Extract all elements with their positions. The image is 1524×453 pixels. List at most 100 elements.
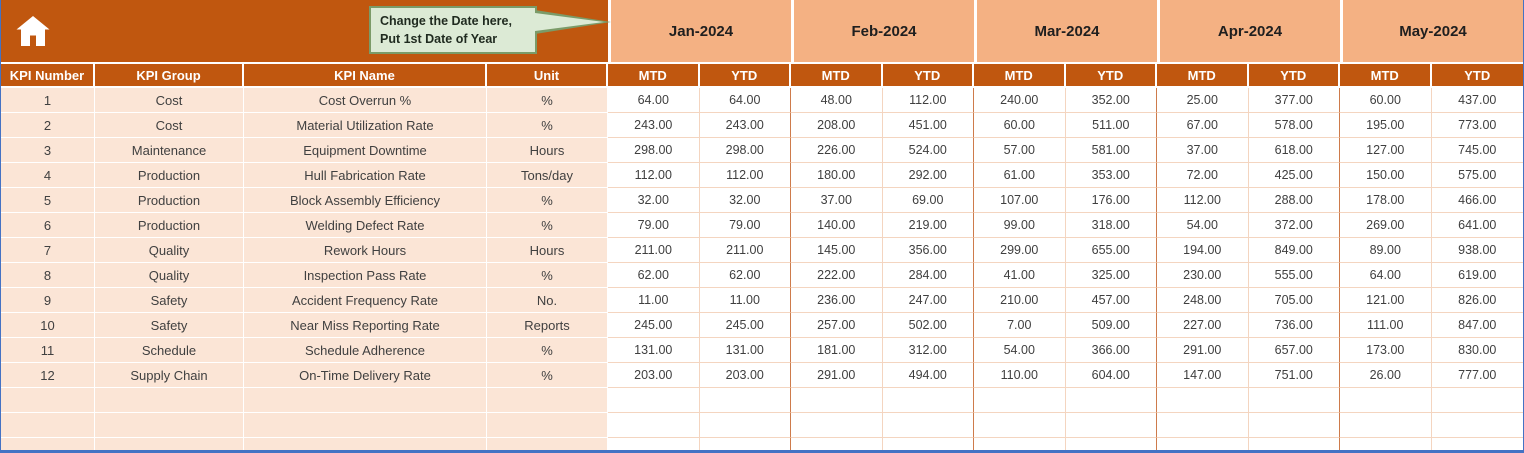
unit-cell[interactable]: % — [487, 188, 608, 213]
kpi-number-cell[interactable]: 12 — [1, 363, 95, 388]
value-cell[interactable]: 173.00 — [1340, 338, 1432, 363]
value-cell[interactable]: 847.00 — [1431, 313, 1523, 338]
empty-cell[interactable] — [1, 438, 95, 450]
empty-cell[interactable] — [244, 438, 487, 450]
value-cell[interactable]: 54.00 — [974, 338, 1066, 363]
value-cell[interactable]: 110.00 — [974, 363, 1066, 388]
value-cell[interactable]: 736.00 — [1248, 313, 1340, 338]
empty-cell[interactable] — [95, 413, 244, 438]
kpi-name-cell[interactable]: Block Assembly Efficiency — [244, 188, 487, 213]
kpi-name-cell[interactable]: Equipment Downtime — [244, 138, 487, 163]
value-cell[interactable]: 353.00 — [1065, 163, 1157, 188]
unit-cell[interactable]: Reports — [487, 313, 608, 338]
value-cell[interactable]: 112.00 — [608, 163, 700, 188]
value-cell[interactable]: 127.00 — [1340, 138, 1432, 163]
value-cell[interactable]: 99.00 — [974, 213, 1066, 238]
value-cell[interactable]: 372.00 — [1248, 213, 1340, 238]
kpi-number-cell[interactable]: 11 — [1, 338, 95, 363]
empty-cell[interactable] — [1157, 438, 1249, 450]
unit-cell[interactable]: Tons/day — [487, 163, 608, 188]
value-cell[interactable]: 240.00 — [974, 88, 1066, 113]
value-cell[interactable]: 581.00 — [1065, 138, 1157, 163]
value-cell[interactable]: 89.00 — [1340, 238, 1432, 263]
month-header-cell[interactable]: Feb-2024 — [791, 0, 974, 62]
value-cell[interactable]: 145.00 — [791, 238, 883, 263]
unit-cell[interactable]: % — [487, 88, 608, 113]
kpi-name-cell[interactable]: On-Time Delivery Rate — [244, 363, 487, 388]
value-cell[interactable]: 219.00 — [882, 213, 974, 238]
value-cell[interactable]: 352.00 — [1065, 88, 1157, 113]
empty-cell[interactable] — [699, 388, 791, 413]
value-cell[interactable]: 705.00 — [1248, 288, 1340, 313]
kpi-group-cell[interactable]: Quality — [95, 263, 244, 288]
value-cell[interactable]: 938.00 — [1431, 238, 1523, 263]
kpi-name-cell[interactable]: Accident Frequency Rate — [244, 288, 487, 313]
value-cell[interactable]: 425.00 — [1248, 163, 1340, 188]
value-cell[interactable]: 318.00 — [1065, 213, 1157, 238]
value-cell[interactable]: 203.00 — [608, 363, 700, 388]
value-cell[interactable]: 745.00 — [1431, 138, 1523, 163]
value-cell[interactable]: 60.00 — [974, 113, 1066, 138]
value-cell[interactable]: 618.00 — [1248, 138, 1340, 163]
empty-cell[interactable] — [1, 388, 95, 413]
value-cell[interactable]: 208.00 — [791, 113, 883, 138]
value-cell[interactable]: 176.00 — [1065, 188, 1157, 213]
value-cell[interactable]: 555.00 — [1248, 263, 1340, 288]
empty-cell[interactable] — [1065, 388, 1157, 413]
value-cell[interactable]: 107.00 — [974, 188, 1066, 213]
kpi-name-cell[interactable]: Hull Fabrication Rate — [244, 163, 487, 188]
value-cell[interactable]: 222.00 — [791, 263, 883, 288]
value-cell[interactable]: 466.00 — [1431, 188, 1523, 213]
kpi-name-cell[interactable]: Inspection Pass Rate — [244, 263, 487, 288]
kpi-group-cell[interactable]: Production — [95, 188, 244, 213]
empty-cell[interactable] — [974, 438, 1066, 450]
value-cell[interactable]: 26.00 — [1340, 363, 1432, 388]
value-cell[interactable]: 111.00 — [1340, 313, 1432, 338]
value-cell[interactable]: 494.00 — [882, 363, 974, 388]
value-cell[interactable]: 41.00 — [974, 263, 1066, 288]
value-cell[interactable]: 60.00 — [1340, 88, 1432, 113]
value-cell[interactable]: 578.00 — [1248, 113, 1340, 138]
empty-cell[interactable] — [1248, 413, 1340, 438]
value-cell[interactable]: 751.00 — [1248, 363, 1340, 388]
empty-cell[interactable] — [1248, 438, 1340, 450]
kpi-name-cell[interactable]: Schedule Adherence — [244, 338, 487, 363]
value-cell[interactable]: 131.00 — [608, 338, 700, 363]
value-cell[interactable]: 248.00 — [1157, 288, 1249, 313]
value-cell[interactable]: 451.00 — [882, 113, 974, 138]
empty-cell[interactable] — [608, 413, 700, 438]
empty-cell[interactable] — [791, 413, 883, 438]
value-cell[interactable]: 7.00 — [974, 313, 1066, 338]
value-cell[interactable]: 181.00 — [791, 338, 883, 363]
value-cell[interactable]: 211.00 — [699, 238, 791, 263]
value-cell[interactable]: 62.00 — [608, 263, 700, 288]
value-cell[interactable]: 180.00 — [791, 163, 883, 188]
empty-cell[interactable] — [1157, 388, 1249, 413]
value-cell[interactable]: 511.00 — [1065, 113, 1157, 138]
kpi-group-cell[interactable]: Schedule — [95, 338, 244, 363]
value-cell[interactable]: 140.00 — [791, 213, 883, 238]
value-cell[interactable]: 69.00 — [882, 188, 974, 213]
value-cell[interactable]: 292.00 — [882, 163, 974, 188]
value-cell[interactable]: 773.00 — [1431, 113, 1523, 138]
value-cell[interactable]: 32.00 — [608, 188, 700, 213]
kpi-number-cell[interactable]: 1 — [1, 88, 95, 113]
empty-cell[interactable] — [791, 438, 883, 450]
value-cell[interactable]: 194.00 — [1157, 238, 1249, 263]
empty-cell[interactable] — [882, 388, 974, 413]
home-button[interactable] — [13, 11, 53, 51]
empty-cell[interactable] — [95, 388, 244, 413]
kpi-group-cell[interactable]: Production — [95, 213, 244, 238]
empty-cell[interactable] — [244, 388, 487, 413]
empty-cell[interactable] — [1340, 388, 1432, 413]
value-cell[interactable]: 356.00 — [882, 238, 974, 263]
empty-cell[interactable] — [487, 438, 608, 450]
unit-cell[interactable]: No. — [487, 288, 608, 313]
kpi-name-cell[interactable]: Material Utilization Rate — [244, 113, 487, 138]
value-cell[interactable]: 147.00 — [1157, 363, 1249, 388]
value-cell[interactable]: 37.00 — [1157, 138, 1249, 163]
kpi-group-cell[interactable]: Supply Chain — [95, 363, 244, 388]
empty-cell[interactable] — [699, 413, 791, 438]
month-header-cell[interactable]: Apr-2024 — [1157, 0, 1340, 62]
kpi-group-cell[interactable]: Maintenance — [95, 138, 244, 163]
